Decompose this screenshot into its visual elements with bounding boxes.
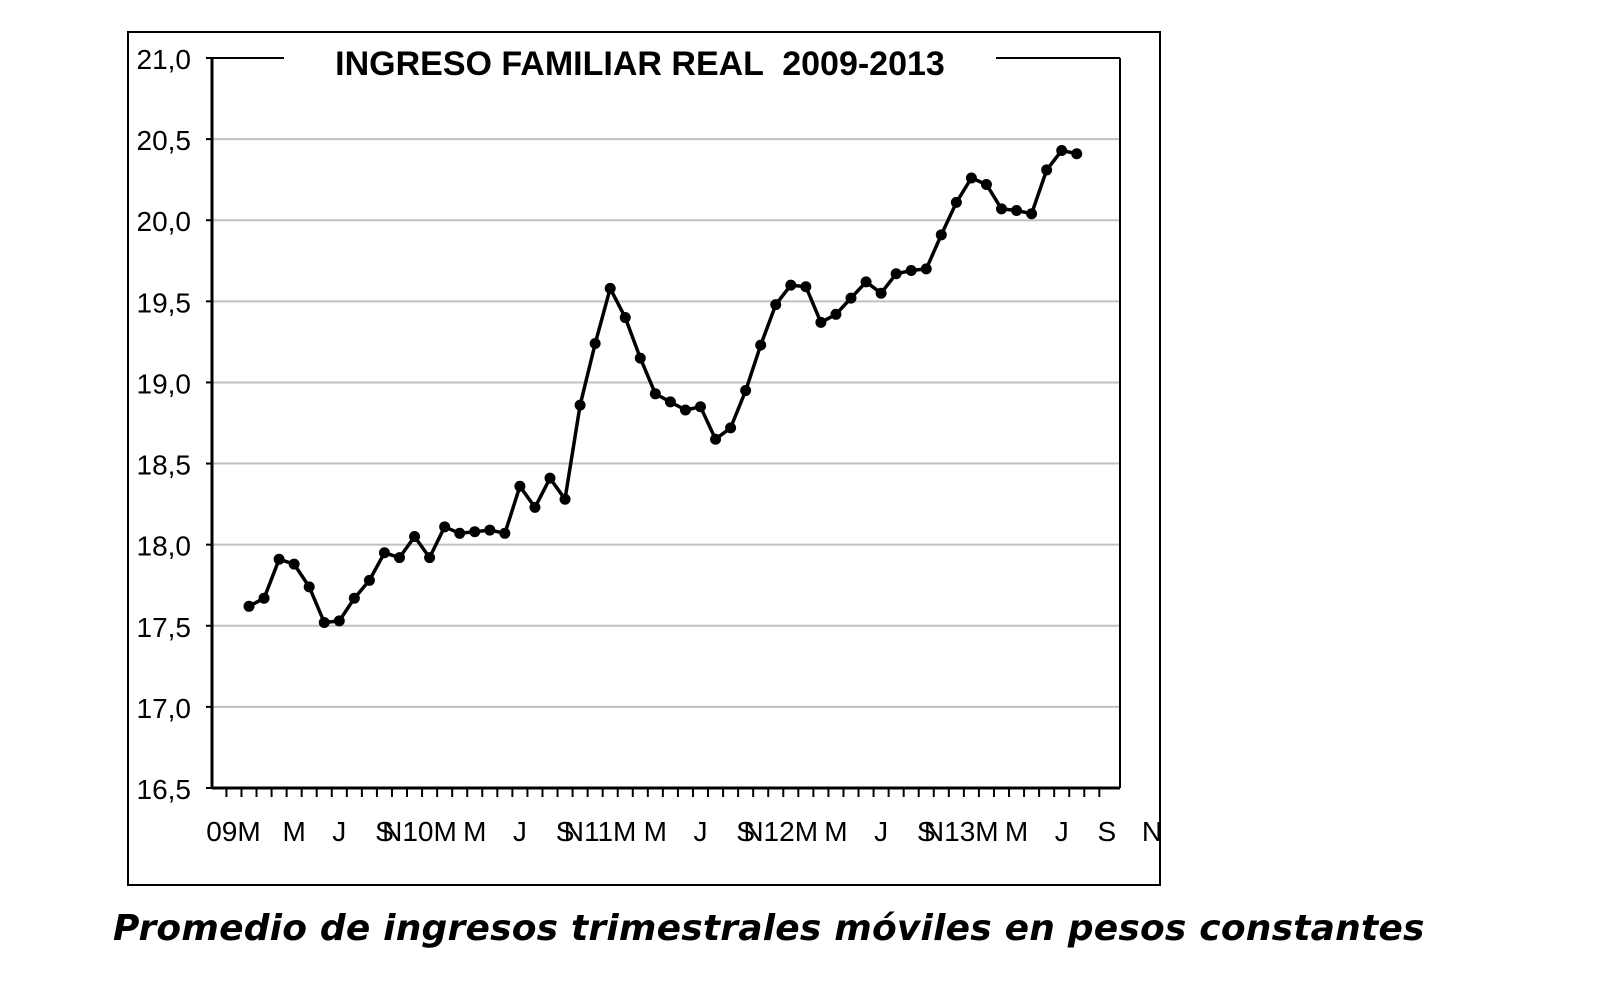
data-point (409, 531, 421, 543)
data-point (875, 287, 887, 299)
y-tick-label: 20,0 (137, 206, 192, 237)
x-tick-label: N10M (382, 816, 457, 847)
data-point (439, 521, 451, 533)
y-tick-label: 18,5 (137, 450, 192, 481)
data-point (559, 493, 571, 505)
data-point (424, 552, 436, 564)
data-point (288, 558, 300, 570)
series-line (248, 148, 1078, 625)
data-point (1026, 208, 1038, 220)
chart: 16,5 17,0 17,5 18,0 18,5 19,0 19,5 20,0 20,5 21,0… (137, 42, 1162, 847)
x-tick-label: S (917, 816, 936, 847)
y-tick-label: 17,5 (137, 612, 192, 643)
data-point (830, 308, 842, 320)
x-tick-label: S (375, 816, 394, 847)
data-point (514, 480, 526, 492)
data-point (965, 172, 977, 184)
data-point (589, 338, 601, 350)
data-point (303, 581, 315, 593)
chart-caption: Promedio de ingresos trimestrales móvile… (113, 908, 1425, 949)
data-point (363, 574, 375, 586)
x-tick-label: N12M (743, 816, 818, 847)
data-point (815, 316, 827, 328)
x-tick-label: N13M (924, 816, 999, 847)
y-axis-ticks: 16,5 17,0 17,5 18,0 18,5 19,0 19,5 20,0 20,5 21,0 (137, 44, 212, 805)
x-tick-label: J (1055, 816, 1069, 847)
data-point (469, 526, 481, 538)
x-tick-label: S (1098, 816, 1117, 847)
data-point (890, 268, 902, 280)
data-point (695, 401, 706, 413)
data-point (258, 592, 270, 604)
data-point (318, 617, 330, 629)
data-point (800, 281, 812, 293)
data-point (845, 292, 857, 304)
data-point (740, 385, 752, 397)
data-point (333, 615, 345, 627)
data-point (905, 265, 917, 277)
data-point (1011, 204, 1023, 216)
x-tick-label: M (644, 816, 667, 847)
y-tick-label: 19,0 (137, 368, 192, 399)
data-point (679, 404, 691, 416)
data-point (770, 299, 782, 311)
x-tick-label: S (736, 816, 755, 847)
data-point (935, 229, 947, 241)
title-background (284, 42, 996, 78)
data-point (348, 592, 360, 604)
data-point (980, 179, 992, 191)
data-point (574, 399, 586, 411)
data-point (529, 501, 541, 513)
x-tick-label: J (874, 816, 888, 847)
data-point (499, 527, 511, 539)
x-tick-label: M (1005, 816, 1028, 847)
data-point (273, 553, 285, 565)
x-tick-label: J (694, 816, 708, 847)
x-tick-label: S (556, 816, 575, 847)
y-tick-label: 19,5 (137, 287, 192, 318)
data-point (544, 472, 556, 484)
y-tick-label: 20,5 (137, 125, 192, 156)
data-point (785, 279, 797, 291)
y-tick-label: 21,0 (137, 44, 192, 75)
data-point (649, 388, 661, 400)
data-point (484, 524, 496, 536)
x-tick-label: 09M (206, 816, 260, 847)
data-point (243, 600, 255, 612)
chart-title: INGRESO FAMILIAR REAL 2009-2013 (335, 45, 945, 83)
gridlines (212, 138, 1120, 708)
x-tick-label: N11M (564, 816, 637, 847)
data-point (664, 396, 676, 408)
data-point (378, 547, 390, 559)
data-point (604, 282, 616, 294)
x-tick-label: M (282, 816, 305, 847)
data-point (710, 433, 722, 445)
y-tick-label: 18,0 (137, 531, 192, 562)
axes (210, 57, 1121, 790)
x-tick-label: N (1142, 816, 1162, 847)
data-point (860, 276, 872, 288)
data-point (1056, 144, 1068, 156)
y-tick-label: 16,5 (137, 774, 192, 805)
series-layer (243, 144, 1083, 629)
data-point (619, 312, 631, 324)
data-point (725, 422, 737, 434)
data-point (394, 552, 405, 564)
x-tick-label: J (513, 816, 527, 847)
data-point (454, 527, 466, 539)
x-tick-label: J (332, 816, 346, 847)
data-point (1041, 164, 1053, 176)
data-point (755, 339, 767, 351)
data-point (920, 263, 932, 275)
data-point (634, 352, 646, 364)
data-point (1071, 148, 1083, 160)
data-point (996, 203, 1007, 215)
chart-frame (127, 31, 1161, 886)
data-point (950, 196, 962, 208)
x-tick-label: M (824, 816, 847, 847)
x-tick-label: M (463, 816, 486, 847)
y-tick-label: 17,0 (137, 693, 192, 724)
